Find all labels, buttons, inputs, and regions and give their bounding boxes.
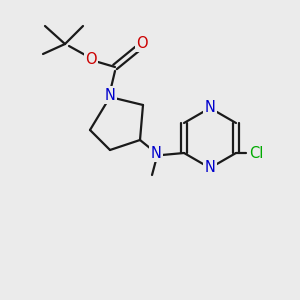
Text: N: N <box>151 146 161 160</box>
Text: N: N <box>105 88 116 103</box>
Text: O: O <box>85 52 97 67</box>
Text: Cl: Cl <box>249 146 263 160</box>
Text: N: N <box>205 160 215 175</box>
Text: O: O <box>136 35 148 50</box>
Text: N: N <box>205 100 215 116</box>
